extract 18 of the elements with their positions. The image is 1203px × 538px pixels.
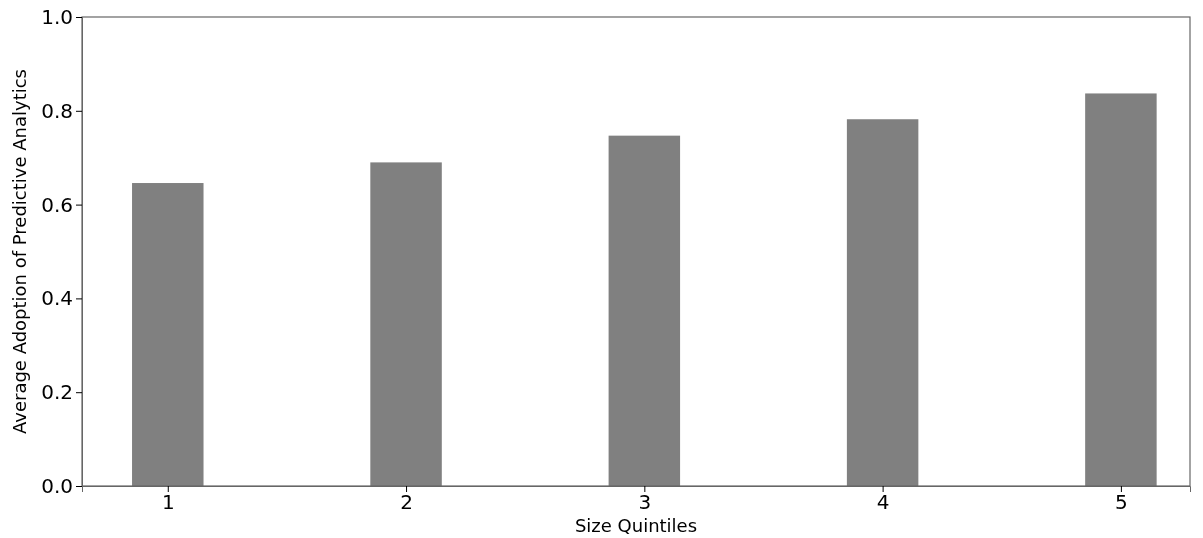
y-tick-label: 0.2 — [41, 380, 73, 405]
x-tick-label: 1 — [161, 490, 175, 515]
y-tick-label: 0.6 — [41, 192, 73, 217]
x-tick-label: 5 — [1115, 490, 1128, 515]
y-axis-title: Average Adoption of Predictive Analytics — [9, 69, 30, 434]
y-tick-label: 0.8 — [41, 98, 73, 123]
bar — [846, 119, 919, 486]
x-tick-label: 4 — [876, 490, 890, 515]
x-axis-title: Size Quintiles — [574, 515, 698, 536]
bar — [608, 135, 681, 486]
x-tick-label: 2 — [400, 490, 413, 515]
bar — [370, 162, 442, 486]
y-tick-label: 0.4 — [41, 286, 73, 311]
y-tick-label: 0.0 — [41, 473, 73, 498]
y-tick-label: 1.0 — [41, 4, 73, 29]
x-tick-label: 3 — [638, 490, 652, 515]
bar — [132, 183, 204, 486]
bar — [1085, 93, 1157, 486]
